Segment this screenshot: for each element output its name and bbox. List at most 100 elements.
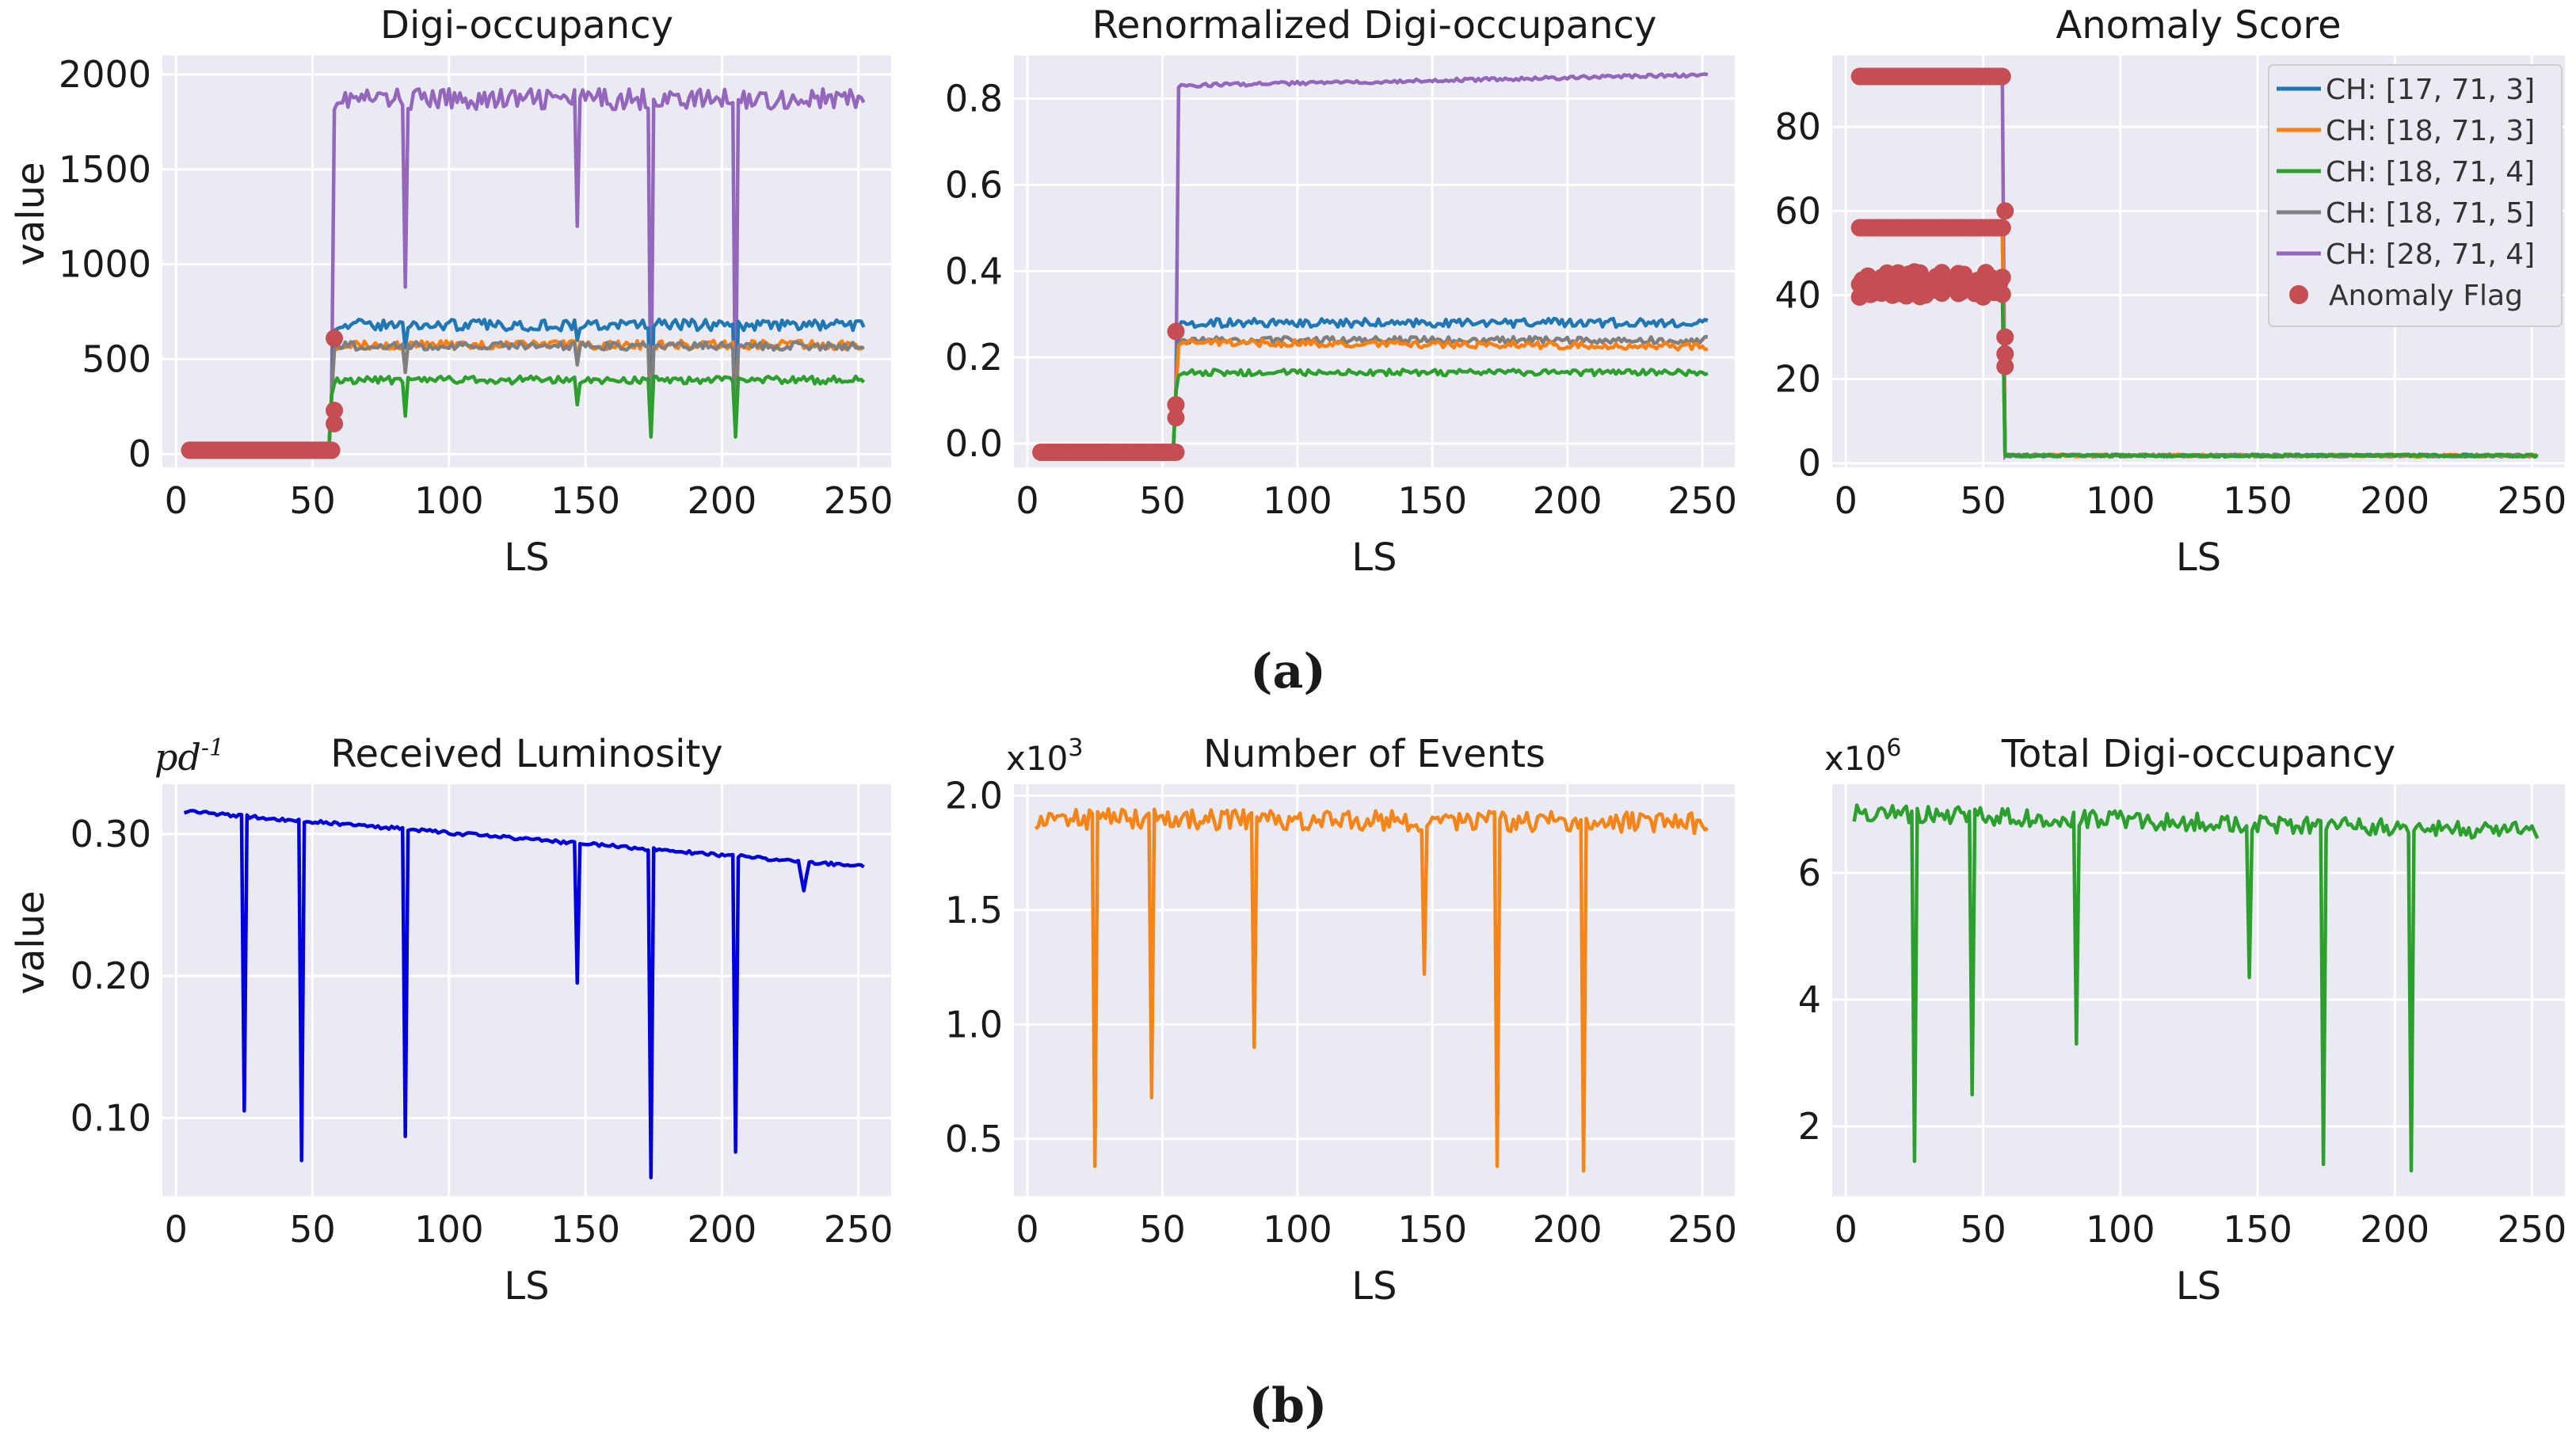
- plot-area: [1014, 55, 1735, 467]
- anomaly-marker: [326, 402, 344, 420]
- y-tick-label: 0.20: [70, 954, 151, 997]
- y-tick-label: 60: [1774, 189, 1821, 232]
- y-tick-label: 0.8: [945, 77, 1003, 120]
- chart-digi: 0 50 100 150 200 250 0 500 1000 1500 2000 Digi-occu…: [9, 3, 894, 580]
- x-tick-label: 100: [1263, 1208, 1332, 1251]
- chart-events: 0 50 100 150 200 250 0.5 1.0 1.5 2.0 Number of Eve…: [945, 732, 1737, 1309]
- x-tick-label: 250: [2498, 479, 2567, 522]
- x-tick-label: 100: [1263, 479, 1332, 522]
- plot-area: [162, 784, 891, 1196]
- grid-lines: [162, 55, 891, 467]
- multiplier-exponent: -1: [201, 734, 224, 762]
- x-tick-label: 100: [2086, 479, 2155, 522]
- x-tick-label: 50: [1960, 479, 2006, 522]
- x-tick-label: 50: [1139, 479, 1186, 522]
- series-group: [1034, 806, 1709, 1173]
- plot-area: [162, 55, 891, 467]
- anomaly-markers: [1032, 322, 1185, 461]
- y-tick-label: 2000: [59, 53, 151, 96]
- x-tick-label: 100: [414, 479, 484, 522]
- x-tick-label: 250: [2498, 1208, 2567, 1251]
- y-tick-label: 0.0: [945, 422, 1003, 465]
- chart-lumi: 0 50 100 150 200 250 0.10 0.20 0.30 Received Lumi…: [9, 732, 894, 1309]
- legend-label: CH: [18, 71, 5]: [2326, 197, 2535, 230]
- x-tick-label: 150: [551, 479, 620, 522]
- multiplier-exponent: 6: [1886, 734, 1901, 762]
- anomaly-marker: [1993, 219, 2011, 237]
- x-axis-label: LS: [504, 535, 549, 580]
- y-tick-label: 0.6: [945, 163, 1003, 206]
- legend-label: CH: [28, 71, 4]: [2326, 238, 2535, 271]
- y-tick-label: 1.5: [945, 889, 1003, 932]
- y-tick-label: 0.30: [70, 813, 151, 855]
- anomaly-markers: [181, 330, 344, 459]
- anomaly-marker: [326, 330, 344, 348]
- x-axis-label: LS: [504, 1264, 549, 1309]
- x-tick-label: 0: [1835, 479, 1858, 522]
- multiplier-base: x10: [1006, 739, 1068, 778]
- y-tick-label: 20: [1774, 358, 1821, 401]
- anomaly-marker: [1167, 443, 1185, 461]
- y-tick-label: 1500: [59, 148, 151, 191]
- y-tick-label: 40: [1774, 273, 1821, 316]
- y-tick-label: 80: [1774, 105, 1821, 148]
- x-axis-label: LS: [2176, 535, 2221, 580]
- anomaly-marker: [322, 441, 341, 459]
- chart-title: Anomaly Score: [2056, 3, 2341, 48]
- y-axis-label: value: [9, 890, 53, 994]
- y-tick-label: 0.10: [70, 1096, 151, 1139]
- series-group: [183, 809, 865, 1179]
- y-tick-label: 1.0: [945, 1003, 1003, 1046]
- anomaly-marker: [1167, 322, 1185, 341]
- legend-label: Anomaly Flag: [2329, 280, 2523, 312]
- chart-title: Number of Events: [1203, 732, 1545, 776]
- series-line: [1034, 806, 1709, 1173]
- y-tick-label: 500: [82, 337, 151, 380]
- caption-b: (b): [1249, 1378, 1328, 1434]
- anomaly-markers: [1850, 67, 2014, 375]
- axis-multiplier: x103: [1006, 734, 1083, 778]
- anomaly-marker: [1167, 409, 1185, 427]
- x-tick-label: 150: [2223, 1208, 2292, 1251]
- multiplier-exponent: 3: [1068, 734, 1083, 762]
- y-tick-label: 0.5: [945, 1118, 1003, 1160]
- anomaly-marker: [1167, 396, 1185, 414]
- multiplier-base: x10: [1824, 739, 1886, 778]
- anomaly-marker: [1993, 285, 2011, 303]
- x-tick-label: 250: [1667, 1208, 1737, 1251]
- caption-a: (a): [1250, 644, 1326, 699]
- x-tick-label: 0: [1016, 1208, 1038, 1251]
- grid-lines: [1014, 55, 1735, 467]
- x-axis-label: LS: [1351, 1264, 1397, 1309]
- y-tick-label: 0: [1798, 442, 1821, 485]
- series-line: [183, 809, 865, 1179]
- anomaly-marker: [1996, 328, 2014, 346]
- legend-marker: [2289, 285, 2308, 304]
- chart-renorm: 0 50 100 150 200 250 0.0 0.2 0.4 0.6 0.8 Renormaliz…: [945, 3, 1737, 580]
- x-tick-label: 150: [1397, 1208, 1467, 1251]
- series-group: [1850, 67, 2539, 461]
- x-tick-label: 250: [824, 1208, 894, 1251]
- anomaly-marker: [1993, 67, 2011, 86]
- x-tick-label: 200: [687, 1208, 756, 1251]
- anomaly-marker: [326, 414, 344, 432]
- series-group: [181, 86, 866, 459]
- x-tick-label: 200: [1533, 479, 1602, 522]
- x-tick-label: 50: [289, 1208, 336, 1251]
- grid-lines: [1014, 784, 1735, 1196]
- y-tick-label: 4: [1798, 978, 1821, 1021]
- chart-total: 0 50 100 150 200 250 2 4 6 Total Digi-occupancy LS…: [1798, 732, 2567, 1309]
- plot-area: [1832, 784, 2565, 1196]
- axis-multiplier: x106: [1824, 734, 1901, 778]
- chart-title: Renormalized Digi-occupancy: [1092, 3, 1657, 48]
- multiplier-base: pd: [154, 736, 201, 779]
- anomaly-marker: [1996, 357, 2014, 375]
- grid-lines: [1832, 784, 2565, 1196]
- chart-title: Total Digi-occupancy: [2001, 732, 2395, 776]
- legend-label: CH: [17, 71, 3]: [2326, 74, 2535, 106]
- legend-box: [2268, 64, 2563, 327]
- x-tick-label: 0: [165, 1208, 188, 1251]
- x-tick-label: 0: [165, 479, 188, 522]
- chart-anomaly: 0 50 100 150 200 250 0 20 40 60 80 Anomaly Score LS C…: [1774, 3, 2566, 580]
